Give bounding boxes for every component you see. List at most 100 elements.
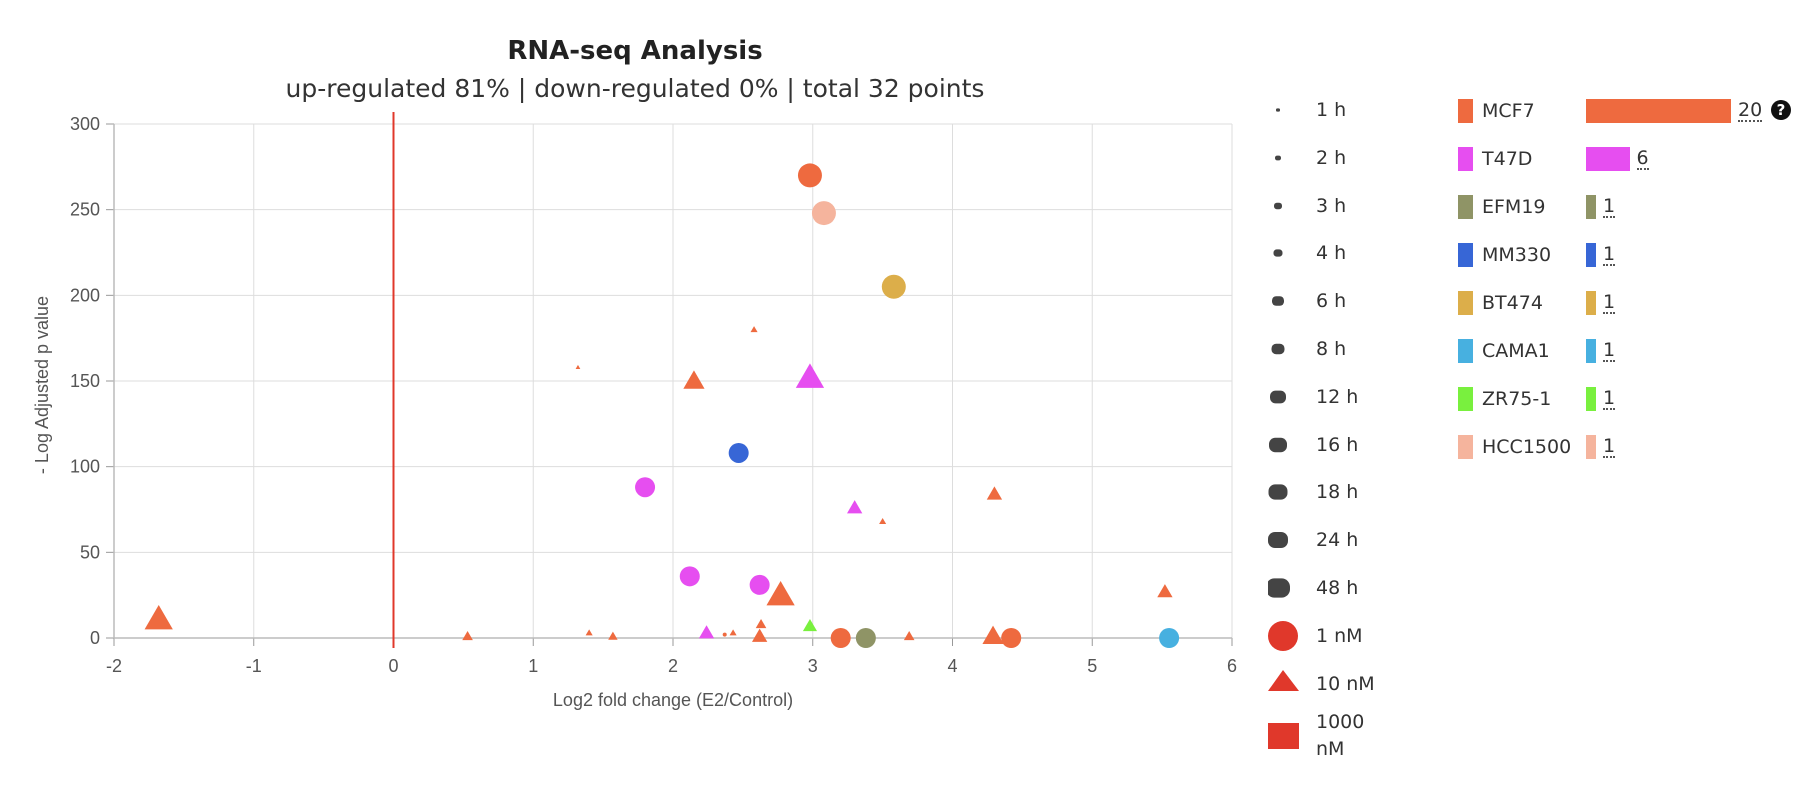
legend-label: 48 h <box>1316 577 1359 599</box>
cell-line-name: T47D <box>1482 148 1533 170</box>
data-point[interactable] <box>986 486 1003 500</box>
grid <box>113 123 1233 639</box>
dose-legend-item[interactable]: 1000 nM <box>1250 709 1410 760</box>
time-legend-item[interactable]: 48 h <box>1250 566 1410 606</box>
color-swatch <box>1458 195 1473 219</box>
legend-label: 24 h <box>1316 529 1359 552</box>
data-point[interactable] <box>751 628 768 642</box>
time-legend-item[interactable]: 8 h <box>1250 327 1410 367</box>
time-size-marker-shape <box>1269 437 1287 452</box>
x-tick-label: 2 <box>668 656 678 676</box>
cell-legend-item-mm330[interactable]: MM330 1 <box>1450 240 1800 270</box>
data-point[interactable] <box>847 500 863 514</box>
data-point[interactable] <box>749 574 770 595</box>
count-value[interactable]: 1 <box>1603 387 1616 410</box>
dose-legend-item[interactable]: 10 nM <box>1250 662 1410 702</box>
count-value[interactable]: 1 <box>1603 339 1616 362</box>
cell-legend-item-cama1[interactable]: CAMA1 1 <box>1450 336 1800 366</box>
data-point[interactable] <box>903 630 915 641</box>
data-point[interactable] <box>698 625 715 639</box>
time-legend-item[interactable]: 18 h <box>1250 470 1410 510</box>
x-tick-label: 5 <box>1087 656 1097 676</box>
data-point[interactable] <box>855 628 876 648</box>
data-point[interactable] <box>635 477 656 498</box>
time-size-marker <box>1268 484 1288 500</box>
time-size-marker-shape <box>1271 343 1285 355</box>
time-legend-item[interactable]: 2 h <box>1250 136 1410 176</box>
y-tick-label: 150 <box>70 371 100 391</box>
count-value[interactable]: 1 <box>1603 291 1616 314</box>
color-swatch <box>1458 291 1473 315</box>
time-legend-item[interactable]: 1 h <box>1250 88 1410 128</box>
data-point[interactable] <box>811 201 836 226</box>
dose-shape-marker <box>1268 723 1299 750</box>
cell-legend-item-zr75-1[interactable]: ZR75-1 1 <box>1450 384 1800 414</box>
x-axis-label: Log2 fold change (E2/Control) <box>553 690 793 710</box>
cell-legend-item-bt474[interactable]: BT474 1 <box>1450 288 1800 318</box>
x-tick-label: 1 <box>528 656 538 676</box>
time-legend-item[interactable]: 12 h <box>1250 375 1410 415</box>
x-tick-label: -2 <box>106 656 122 676</box>
data-point[interactable] <box>830 628 851 648</box>
time-legend-item[interactable]: 6 h <box>1250 279 1410 319</box>
legend-label: 3 h <box>1316 194 1347 217</box>
data-point[interactable] <box>1001 628 1022 648</box>
count-value[interactable]: 1 <box>1603 195 1616 218</box>
data-point[interactable] <box>728 442 749 463</box>
data-point[interactable] <box>879 517 887 525</box>
data-point[interactable] <box>679 566 700 587</box>
data-point[interactable] <box>1157 584 1173 598</box>
data-point[interactable] <box>797 163 822 188</box>
legend-label: 1 h <box>1316 99 1347 121</box>
data-point[interactable] <box>729 629 737 636</box>
count-value[interactable]: 6 <box>1636 147 1649 170</box>
data-point[interactable] <box>608 631 618 640</box>
data-point[interactable] <box>750 326 758 333</box>
time-size-marker <box>1268 532 1288 549</box>
data-point[interactable] <box>795 363 825 388</box>
count-bar <box>1586 195 1596 219</box>
time-size-marker <box>1270 390 1286 404</box>
time-size-marker-shape <box>1275 155 1281 161</box>
dose-shape-marker <box>1268 620 1298 651</box>
cell-legend-item-efm19[interactable]: EFM19 1 <box>1450 192 1800 222</box>
count-bar <box>1586 99 1731 123</box>
y-axis-label: - Log Adjusted p value <box>32 296 52 474</box>
cell-legend-item-t47d[interactable]: T47D 6 <box>1450 144 1800 174</box>
time-legend-item[interactable]: 3 h <box>1250 184 1410 224</box>
cell-line-name: BT474 <box>1482 292 1543 314</box>
data-point[interactable] <box>144 605 173 630</box>
data-point[interactable] <box>766 581 795 606</box>
dose-legend-item[interactable]: 1 nM <box>1250 614 1410 654</box>
data-point[interactable] <box>585 629 593 636</box>
color-swatch <box>1458 339 1473 363</box>
data-point[interactable] <box>462 630 473 641</box>
data-point[interactable] <box>575 364 581 370</box>
time-size-marker <box>1276 108 1280 112</box>
scatter-plot[interactable]: 0 50 100 150 200 250 300 -2 -1 0 1 2 3 4 5 6 Log2 fold … <box>0 0 1250 720</box>
data-point[interactable] <box>755 618 767 629</box>
data-point[interactable] <box>881 274 906 299</box>
data-point[interactable] <box>722 632 727 637</box>
data-point[interactable] <box>1159 628 1180 648</box>
x-tick-label: 6 <box>1227 656 1237 676</box>
time-legend-item[interactable]: 4 h <box>1250 231 1410 271</box>
x-tick-label: -1 <box>246 656 262 676</box>
help-icon[interactable]: ? <box>1771 100 1791 120</box>
time-legend-item[interactable]: 24 h <box>1250 518 1410 558</box>
count-value[interactable]: 1 <box>1603 243 1616 266</box>
chart-subtitle: up-regulated 81% | down-regulated 0% | t… <box>285 74 985 103</box>
cell-legend-item-mcf7[interactable]: MCF7 20? <box>1450 96 1800 126</box>
data-point[interactable] <box>802 618 818 632</box>
count-value[interactable]: 1 <box>1603 435 1616 458</box>
cell-legend-item-hcc1500[interactable]: HCC1500 1 <box>1450 432 1800 462</box>
data-point[interactable] <box>683 370 705 389</box>
count-value[interactable]: 20 <box>1738 99 1763 122</box>
time-size-marker <box>1268 578 1290 598</box>
time-size-marker-shape <box>1268 578 1290 598</box>
data-point[interactable] <box>982 625 1004 644</box>
x-tick-label: 3 <box>808 656 818 676</box>
time-size-marker <box>1275 155 1281 161</box>
time-legend-item[interactable]: 16 h <box>1250 423 1410 463</box>
legend-label: 18 h <box>1316 481 1359 504</box>
